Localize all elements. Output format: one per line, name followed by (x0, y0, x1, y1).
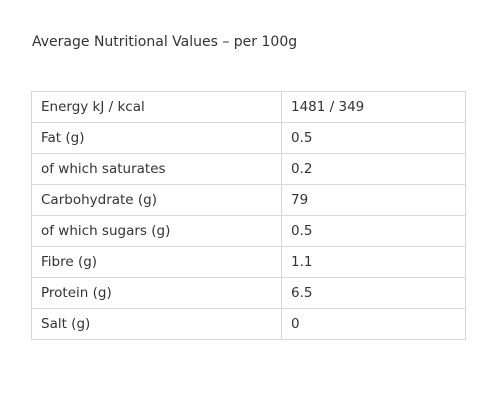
nutrient-name: Fat (g) (31, 122, 282, 154)
table-row: Carbohydrate (g) 79 (31, 184, 466, 216)
nutrient-value: 0.2 (281, 153, 466, 185)
nutrient-name: Salt (g) (31, 308, 282, 340)
table-row: of which sugars (g) 0.5 (31, 215, 466, 247)
table-row: Fat (g) 0.5 (31, 122, 466, 154)
nutrient-value: 0.5 (281, 122, 466, 154)
nutrient-value: 79 (281, 184, 466, 216)
nutrient-name: of which saturates (31, 153, 282, 185)
nutrient-name: of which sugars (g) (31, 215, 282, 247)
table-row: Salt (g) 0 (31, 308, 466, 340)
nutrient-name: Fibre (g) (31, 246, 282, 278)
nutrient-name: Protein (g) (31, 277, 282, 309)
table-row: Fibre (g) 1.1 (31, 246, 466, 278)
table-row: Energy kJ / kcal 1481 / 349 (31, 91, 466, 123)
table-row: Protein (g) 6.5 (31, 277, 466, 309)
table-body: Energy kJ / kcal 1481 / 349 Fat (g) 0.5 of w… (31, 91, 466, 340)
nutrient-value: 1.1 (281, 246, 466, 278)
nutrient-value: 1481 / 349 (281, 91, 466, 123)
nutrient-value: 6.5 (281, 277, 466, 309)
title: Average Nutritional Values – per 100g (32, 34, 298, 50)
nutrition-table: Energy kJ / kcal 1481 / 349 Fat (g) 0.5 of w… (31, 91, 466, 340)
nutrient-value: 0 (281, 308, 466, 340)
nutrient-value: 0.5 (281, 215, 466, 247)
nutrient-name: Energy kJ / kcal (31, 91, 282, 123)
nutrient-name: Carbohydrate (g) (31, 184, 282, 216)
table-row: of which saturates 0.2 (31, 153, 466, 185)
